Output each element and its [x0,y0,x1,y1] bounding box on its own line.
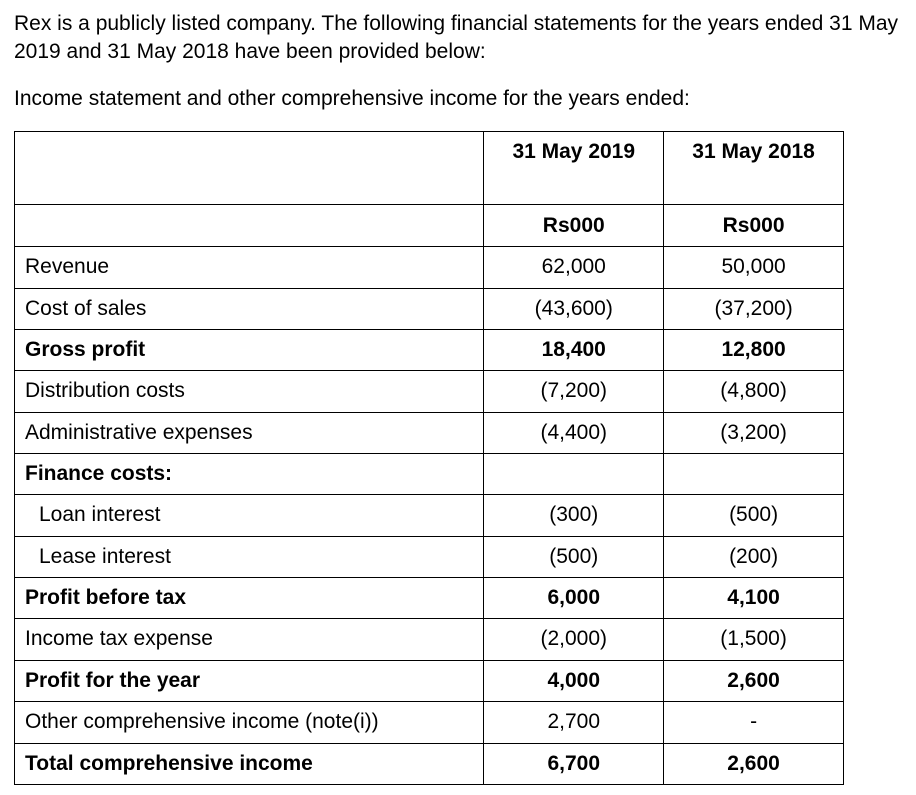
unit-2018: Rs000 [664,205,844,247]
row-label: Distribution costs [15,371,484,412]
row-label: Revenue [15,247,484,288]
table-row: Loan interest(300)(500) [15,495,844,536]
row-value-2018: 50,000 [664,247,844,288]
row-value-2018: - [664,702,844,743]
row-value-2018: (4,800) [664,371,844,412]
row-value-2019: 6,700 [484,743,664,784]
row-value-2019: 4,000 [484,660,664,701]
header-col-2018: 31 May 2018 [664,132,844,205]
header-col-2019: 31 May 2019 [484,132,664,205]
row-value-2019 [484,454,664,495]
row-label: Cost of sales [15,288,484,329]
row-value-2019: (4,400) [484,412,664,453]
table-row: Lease interest(500)(200) [15,536,844,577]
table-header-row: 31 May 2019 31 May 2018 [15,132,844,205]
row-label: Total comprehensive income [15,743,484,784]
row-value-2018: 12,800 [664,330,844,371]
table-row: Profit for the year4,0002,600 [15,660,844,701]
row-label: Loan interest [15,495,484,536]
row-label: Profit before tax [15,578,484,619]
row-value-2019: 6,000 [484,578,664,619]
row-value-2018: (3,200) [664,412,844,453]
row-value-2019: (500) [484,536,664,577]
table-row: Gross profit18,40012,800 [15,330,844,371]
row-label: Income tax expense [15,619,484,660]
row-value-2019: (2,000) [484,619,664,660]
table-row: Finance costs: [15,454,844,495]
intro-paragraph: Rex is a publicly listed company. The fo… [14,10,902,67]
row-value-2018: (200) [664,536,844,577]
statement-subheading: Income statement and other comprehensive… [14,85,902,113]
row-value-2019: 2,700 [484,702,664,743]
row-label: Gross profit [15,330,484,371]
row-label: Lease interest [15,536,484,577]
table-body: Rs000 Rs000 Revenue62,00050,000Cost of s… [15,205,844,784]
row-label: Administrative expenses [15,412,484,453]
row-value-2019: 18,400 [484,330,664,371]
header-blank [15,132,484,205]
table-row: Cost of sales(43,600)(37,200) [15,288,844,329]
unit-2019: Rs000 [484,205,664,247]
row-value-2018: (500) [664,495,844,536]
unit-label [15,205,484,247]
row-label: Profit for the year [15,660,484,701]
row-value-2018: (37,200) [664,288,844,329]
row-value-2018: 4,100 [664,578,844,619]
row-value-2019: (300) [484,495,664,536]
row-value-2018: (1,500) [664,619,844,660]
row-value-2018 [664,454,844,495]
income-statement-table: 31 May 2019 31 May 2018 Rs000 Rs000 Reve… [14,131,844,785]
table-row: Other comprehensive income (note(i))2,70… [15,702,844,743]
row-value-2019: 62,000 [484,247,664,288]
row-value-2019: (43,600) [484,288,664,329]
table-row: Distribution costs(7,200)(4,800) [15,371,844,412]
unit-row: Rs000 Rs000 [15,205,844,247]
row-value-2018: 2,600 [664,660,844,701]
table-row: Profit before tax6,0004,100 [15,578,844,619]
row-label: Other comprehensive income (note(i)) [15,702,484,743]
row-label: Finance costs: [15,454,484,495]
table-row: Income tax expense(2,000)(1,500) [15,619,844,660]
table-row: Revenue62,00050,000 [15,247,844,288]
row-value-2018: 2,600 [664,743,844,784]
table-row: Total comprehensive income6,7002,600 [15,743,844,784]
row-value-2019: (7,200) [484,371,664,412]
table-row: Administrative expenses(4,400)(3,200) [15,412,844,453]
